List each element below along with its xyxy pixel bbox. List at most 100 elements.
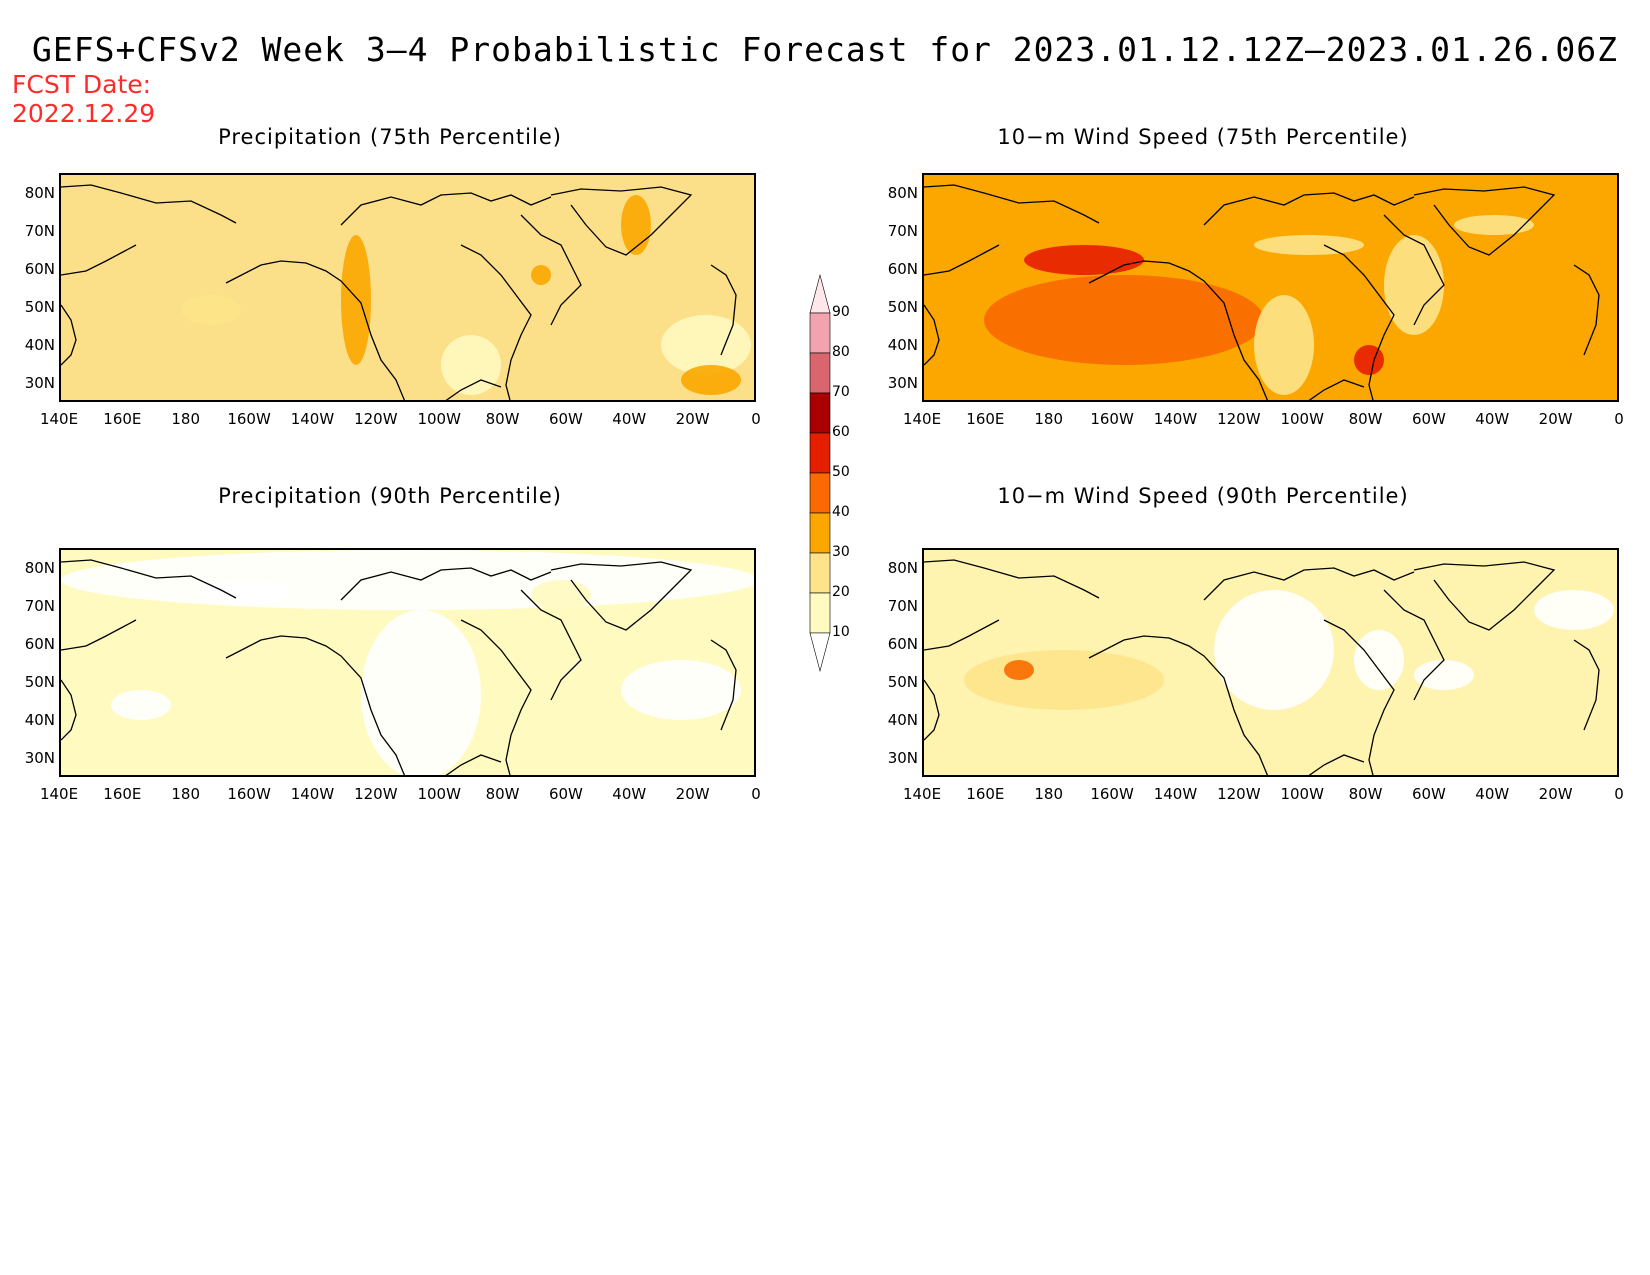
- longitude-tick-label: 40W: [1462, 785, 1522, 803]
- colorbar-segment: [810, 633, 830, 671]
- longitude-tick-label: 100W: [409, 410, 469, 428]
- longitude-tick-label: 80W: [1336, 785, 1396, 803]
- colorbar-segment: [810, 473, 830, 513]
- probability-region: [441, 335, 501, 395]
- longitude-tick-label: 160E: [92, 410, 152, 428]
- longitude-tick-label: 20W: [1526, 785, 1586, 803]
- longitude-tick-label: 0: [726, 785, 786, 803]
- colorbar-level-label: 60: [832, 424, 850, 440]
- wind-speed-90-map: [922, 548, 1619, 777]
- longitude-tick-label: 160W: [219, 410, 279, 428]
- probability-region: [621, 195, 651, 255]
- latitude-tick-label: 80N: [878, 184, 918, 202]
- longitude-tick-label: 180: [1019, 785, 1079, 803]
- probability-region: [1354, 630, 1404, 690]
- forecast-date-value: 2022.12.29: [12, 99, 155, 128]
- probability-region: [984, 275, 1264, 365]
- longitude-tick-label: 160E: [955, 785, 1015, 803]
- longitude-tick-label: 140E: [892, 785, 952, 803]
- longitude-tick-label: 40W: [1462, 410, 1522, 428]
- longitude-tick-label: 100W: [1272, 785, 1332, 803]
- probability-region: [1384, 235, 1444, 335]
- longitude-tick-label: 160E: [955, 410, 1015, 428]
- latitude-tick-label: 40N: [15, 336, 55, 354]
- probability-region: [1354, 345, 1384, 375]
- latitude-tick-label: 70N: [15, 222, 55, 240]
- probability-region: [531, 265, 551, 285]
- longitude-tick-label: 80W: [473, 410, 533, 428]
- forecast-date-block: FCST Date: 2022.12.29: [12, 70, 155, 128]
- precipitation-75-map: [59, 173, 756, 402]
- latitude-tick-label: 70N: [878, 597, 918, 615]
- latitude-tick-label: 60N: [15, 635, 55, 653]
- longitude-tick-label: 40W: [599, 785, 659, 803]
- longitude-tick-label: 180: [1019, 410, 1079, 428]
- longitude-tick-label: 140W: [282, 785, 342, 803]
- longitude-tick-label: 140W: [282, 410, 342, 428]
- longitude-tick-label: 80W: [473, 785, 533, 803]
- longitude-tick-label: 100W: [1272, 410, 1332, 428]
- longitude-tick-label: 160W: [1082, 785, 1142, 803]
- colorbar-level-label: 50: [832, 464, 850, 480]
- map-canvas: [61, 550, 756, 777]
- colorbar-level-label: 80: [832, 344, 850, 360]
- probability-region: [681, 365, 741, 395]
- map-background: [61, 175, 756, 402]
- longitude-tick-label: 180: [156, 410, 216, 428]
- latitude-tick-label: 30N: [15, 749, 55, 767]
- probability-region: [621, 660, 741, 720]
- probability-region: [61, 550, 756, 610]
- longitude-tick-label: 120W: [346, 785, 406, 803]
- latitude-tick-label: 30N: [878, 374, 918, 392]
- colorbar-segment: [810, 313, 830, 353]
- colorbar-level-label: 30: [832, 544, 850, 560]
- probability-region: [1454, 215, 1534, 235]
- colorbar-level-label: 90: [832, 304, 850, 320]
- longitude-tick-label: 0: [1589, 410, 1649, 428]
- longitude-tick-label: 20W: [663, 410, 723, 428]
- longitude-tick-label: 120W: [1209, 410, 1269, 428]
- precipitation-90-map: [59, 548, 756, 777]
- map-canvas: [924, 175, 1619, 402]
- probability-region: [361, 610, 481, 777]
- latitude-tick-label: 60N: [15, 260, 55, 278]
- longitude-tick-label: 80W: [1336, 410, 1396, 428]
- probability-region: [341, 235, 371, 365]
- longitude-tick-label: 120W: [1209, 785, 1269, 803]
- forecast-date-label: FCST Date:: [12, 70, 155, 99]
- longitude-tick-label: 140W: [1145, 785, 1205, 803]
- longitude-tick-label: 120W: [346, 410, 406, 428]
- colorbar-level-label: 10: [832, 624, 850, 640]
- colorbar-level-label: 70: [832, 384, 850, 400]
- panel-title-precip-75: Precipitation (75th Percentile): [40, 125, 740, 149]
- longitude-tick-label: 20W: [1526, 410, 1586, 428]
- latitude-tick-label: 80N: [15, 184, 55, 202]
- latitude-tick-label: 50N: [878, 298, 918, 316]
- longitude-tick-label: 0: [726, 410, 786, 428]
- probability-colorbar: [808, 273, 832, 678]
- longitude-tick-label: 140E: [29, 410, 89, 428]
- longitude-tick-label: 140E: [29, 785, 89, 803]
- probability-region: [1254, 235, 1364, 255]
- longitude-tick-label: 60W: [1399, 410, 1459, 428]
- wind-speed-75-map: [922, 173, 1619, 402]
- longitude-tick-label: 160W: [219, 785, 279, 803]
- probability-region: [964, 650, 1164, 710]
- probability-region: [1254, 295, 1314, 395]
- main-title: GEFS+CFSv2 Week 3–4 Probabilistic Foreca…: [0, 30, 1650, 69]
- latitude-tick-label: 50N: [15, 673, 55, 691]
- probability-region: [201, 580, 291, 605]
- probability-region: [111, 690, 171, 720]
- longitude-tick-label: 160W: [1082, 410, 1142, 428]
- probability-region: [181, 295, 241, 325]
- colorbar-segment: [810, 393, 830, 433]
- colorbar-segment: [810, 433, 830, 473]
- colorbar-segment: [810, 553, 830, 593]
- latitude-tick-label: 60N: [878, 260, 918, 278]
- longitude-tick-label: 60W: [536, 785, 596, 803]
- colorbar-level-label: 20: [832, 584, 850, 600]
- latitude-tick-label: 50N: [15, 298, 55, 316]
- longitude-tick-label: 60W: [1399, 785, 1459, 803]
- panel-title-wind-75: 10−m Wind Speed (75th Percentile): [853, 125, 1553, 149]
- latitude-tick-label: 70N: [878, 222, 918, 240]
